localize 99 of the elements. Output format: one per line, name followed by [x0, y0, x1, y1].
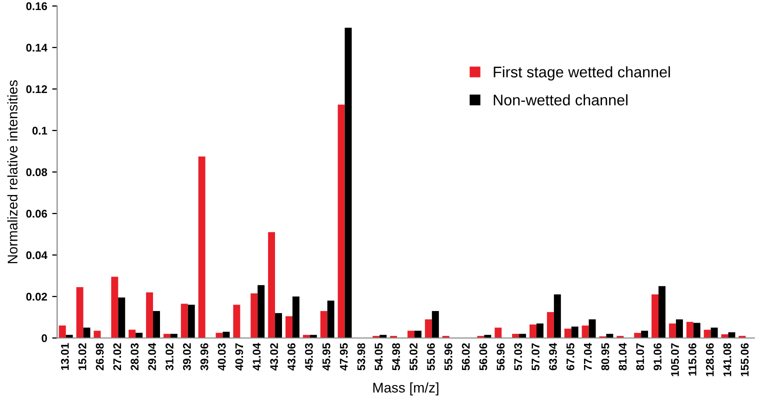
- y-tick-label: 0.16: [26, 2, 48, 10]
- x-tick-label: 63.94: [549, 342, 557, 370]
- x-axis-title: Mass [m/z]: [373, 382, 438, 396]
- bar: [128, 330, 136, 338]
- bar: [652, 294, 659, 338]
- bar: [424, 319, 432, 338]
- x-tick-label: 43.06: [288, 343, 296, 370]
- bar: [76, 287, 84, 338]
- x-tick-label: 55.02: [410, 343, 418, 370]
- y-tick-label: 0.14: [26, 44, 48, 52]
- y-tick-label: 0.08: [26, 168, 48, 176]
- bar: [292, 296, 300, 338]
- y-tick-label: 0.02: [26, 292, 47, 301]
- x-tick-label: 45.95: [322, 343, 330, 370]
- bar: [564, 328, 572, 338]
- y-tick-label: 0.1: [32, 126, 48, 135]
- x-tick-label: 91.06: [654, 343, 662, 370]
- x-tick-label: 28.03: [130, 343, 139, 370]
- bar: [198, 156, 206, 338]
- x-tick-label: 155.06: [740, 343, 749, 376]
- bar: [83, 328, 90, 338]
- bar: [408, 330, 414, 338]
- bar: [327, 300, 334, 338]
- bar: [693, 322, 700, 338]
- bar: [668, 323, 676, 338]
- x-tick-label: 57.07: [532, 343, 540, 370]
- x-tick-label: 105.07: [671, 343, 679, 376]
- bar: [118, 298, 126, 338]
- bar: [338, 104, 345, 338]
- bar: [658, 286, 666, 338]
- x-tick-label: 67.05: [566, 343, 574, 370]
- x-tick-label: 43.02: [270, 343, 278, 370]
- x-tick-label: 55.96: [444, 343, 452, 370]
- x-tick-label: 31.02: [166, 343, 174, 370]
- x-tick-label: 77.04: [584, 342, 592, 370]
- y-axis-title: Normalized relative intensities: [7, 80, 18, 264]
- x-tick-label: 54.05: [374, 343, 383, 370]
- x-tick-label: 55.06: [427, 343, 435, 370]
- bar: [58, 326, 66, 338]
- bar: [588, 319, 596, 338]
- x-tick-label: 47.95: [340, 343, 348, 370]
- bar: [641, 330, 648, 338]
- x-tick-label: 56.06: [479, 343, 488, 370]
- y-tick-label: 0.04: [26, 251, 48, 260]
- bar: [285, 316, 292, 338]
- x-tick-label: 115.06: [688, 343, 696, 376]
- bar: [704, 330, 711, 338]
- bar: [344, 28, 352, 338]
- bar: [275, 313, 282, 338]
- x-tick-label: 40.97: [235, 343, 244, 370]
- x-tick-label: 81.04: [618, 342, 627, 370]
- legend-label: Non-wetted channel: [494, 94, 628, 106]
- bar: [554, 294, 561, 338]
- x-tick-label: 15.02: [78, 343, 86, 370]
- x-tick-label: 13.01: [60, 343, 69, 370]
- x-tick-label: 26.98: [96, 343, 104, 370]
- bar: [582, 326, 589, 338]
- bar: [258, 285, 265, 338]
- bar: [536, 323, 544, 338]
- x-tick-label: 128.06: [706, 343, 714, 376]
- bar: [530, 324, 536, 338]
- bar: [320, 311, 328, 338]
- x-tick-label: 57.03: [514, 343, 522, 370]
- bar: [710, 328, 718, 338]
- bar: [94, 330, 101, 338]
- x-tick-label: 56.96: [496, 343, 505, 370]
- bar: [432, 311, 439, 338]
- bar: [188, 304, 195, 338]
- x-tick-label: 80.95: [601, 343, 610, 370]
- bar: [250, 293, 258, 338]
- y-tick-label: 0: [42, 334, 47, 342]
- x-tick-label: 81.07: [636, 343, 644, 370]
- bar: [180, 304, 188, 338]
- x-tick-label: 29.04: [148, 342, 156, 370]
- x-tick-label: 39.02: [182, 343, 191, 370]
- y-tick-label: 0.12: [26, 85, 47, 94]
- x-tick-label: 40.03: [218, 343, 226, 370]
- bar: [111, 276, 118, 338]
- bar: [571, 326, 578, 338]
- y-tick-label: 0.06: [26, 210, 48, 218]
- bar: [676, 319, 683, 338]
- x-tick-label: 27.02: [113, 343, 122, 370]
- bar: [494, 328, 502, 338]
- x-tick-label: 56.02: [462, 343, 470, 370]
- bar: [146, 292, 154, 338]
- bar: [728, 332, 736, 338]
- legend-label: First stage wetted channel: [494, 66, 670, 80]
- bar: [268, 232, 276, 338]
- x-tick-label: 45.03: [305, 343, 313, 370]
- bar: [153, 311, 160, 338]
- x-tick-label: 41.04: [252, 342, 261, 370]
- bar: [233, 304, 240, 338]
- bar: [546, 312, 554, 338]
- x-tick-label: 39.96: [200, 343, 208, 370]
- x-tick-label: 141.08: [723, 343, 732, 376]
- x-tick-label: 53.98: [357, 343, 366, 370]
- bar: [414, 330, 422, 338]
- x-tick-label: 54.98: [392, 343, 400, 370]
- bar: [686, 322, 694, 338]
